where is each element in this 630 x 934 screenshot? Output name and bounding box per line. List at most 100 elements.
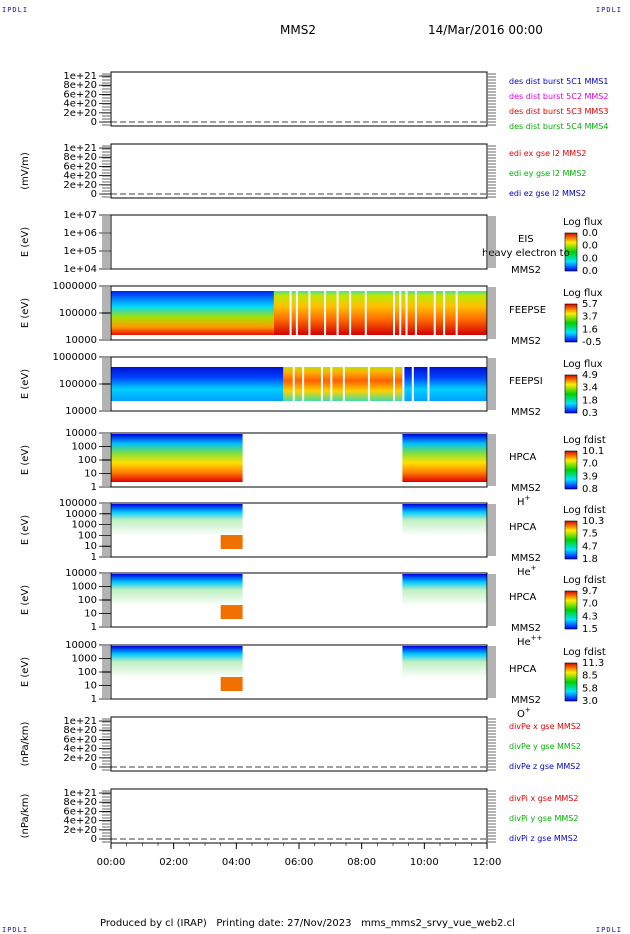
panel-hpca-he-colorbar [564,520,578,560]
spectrogram-block [402,646,487,678]
panel-hpca-he-spectrogram [111,504,487,549]
panel-feepsi: 1000000 100000 10000 E (eV) FEEPSI MMS2 Log fl… [20,352,603,419]
panel-hpca-o-cb-title: Log fdist [563,647,606,658]
panel-divpi-legend-entry: divPi y gse MMS2 [509,814,578,823]
panel-des-dist-legend-entry: des dist burst 5C1 MMS1 [509,77,608,86]
panel-divpe-ytick-label: 6e+20 [63,734,97,745]
panel-edi-ytick-label: 4e+20 [63,171,97,182]
panel-eis-ylabel: E (eV) [20,227,31,257]
panel-hpca-he-cb-tick: 4.7 [582,541,598,552]
data-gap [342,367,345,401]
panel-hpca-h-cb-tick: 0.8 [582,484,598,495]
panel-divpe-ytick-label: 4e+20 [63,744,97,755]
data-gap [302,367,305,401]
panel-hpca-he2-instrument-label: HPCA [509,592,537,603]
panel-hpca-he-cb-tick: 7.5 [582,529,598,540]
data-gap [455,291,458,335]
panel-feepsi-cb-tick: 1.8 [582,395,598,406]
panel-hpca-h-instrument-label: HPCA [509,452,537,463]
panel-hpca-o-ytick-label: 100 [78,667,97,678]
panel-feepsi-cb-tick: 0.3 [582,408,598,419]
time-axis: 00:00 02:00 04:00 06:00 08:00 10:00 12:00 [97,843,501,868]
footer-produced-by: Produced by cl (IRAP) [100,918,207,929]
panel-hpca-o-ytick-label: 1000 [72,654,97,665]
panel-divpi-ylabel: (nPa/km) [20,794,31,839]
panel-hpca-o-instrument-label: HPCA [509,664,537,675]
data-gap [330,367,333,401]
panel-feepsi-spectrogram [111,367,487,401]
data-gap [443,291,446,335]
panel-feepse-spacecraft-label: MMS2 [511,336,541,347]
panel-hpca-h-spacecraft-label: MMS2 [511,483,541,494]
panel-hpca-he-spacecraft-label: MMS2 [511,553,541,564]
x-tick-label: 02:00 [159,857,188,868]
panel-hpca-he-species-label: He+ [517,564,537,578]
x-tick-label: 06:00 [285,857,314,868]
panel-des-dist-legend-entry: des dist burst 5C2 MMS2 [509,92,608,101]
panel-hpca-he2-cb-title: Log fdist [563,575,606,586]
panel-hpca-h-ytick-label: 1 [91,482,97,493]
panel-divpi-ytick-label: 6e+20 [63,806,97,817]
panel-feepsi-instrument-label: FEEPSI [509,376,543,387]
panel-feepse-cb-title: Log flux [563,288,603,299]
panel-hpca-o-ytick-label: 10 [84,681,97,692]
panel-des-dist-ytick-label: 1e+21 [63,71,97,82]
panel-divpi-ytick-label: 0 [91,834,97,845]
panel-edi-ytick-label: 8e+20 [63,152,97,163]
panel-eis-frame [110,214,488,270]
panel-divpi-ytick-label: 2e+20 [63,825,97,836]
panel-des-dist-legend-entry: des dist burst 5C3 MMS3 [509,107,608,116]
panel-hpca-o-cb-tick: 11.3 [582,658,604,669]
panel-feepse: 1000000 100000 10000 E (eV) FEEPSE MMS2 Log fl… [20,281,603,348]
panel-hpca-he2-spectrogram [111,574,487,619]
panel-hpca-o-frame [110,644,488,700]
panel-hpca-he-ylabel: E (eV) [20,515,31,545]
panel-eis-overlay-text: heavy electron to [482,248,570,259]
panel-hpca-he-instrument-label: HPCA [509,522,537,533]
panel-hpca-h-cb-tick: 10.1 [582,446,604,457]
spectrogram-tail [220,677,243,691]
panel-hpca-o-ytick-label: 1 [91,694,97,705]
panel-divpi-ytick-label: 8e+20 [63,797,97,808]
x-tick-label: 00:00 [97,857,126,868]
footer-filename: mms_mms2_srvy_vue_web2.cl [361,918,515,929]
panel-hpca-he2-ytick-label: 10000 [65,568,97,579]
panel-eis-ytick-label: 1e+07 [63,210,97,221]
data-gap [433,291,436,335]
panel-hpca-he-ytick-label: 100 [78,530,97,541]
data-gap [411,367,414,401]
x-tick-label: 08:00 [347,857,376,868]
panel-hpca-he2-cb-tick: 1.5 [582,624,598,635]
data-gap [393,367,395,401]
panel-divpi-ytick-label: 1e+21 [63,788,97,799]
spectrogram-block [402,574,487,606]
panel-hpca-he2-spacecraft-label: MMS2 [511,623,541,634]
panel-hpca-he2-species-label: He++ [517,634,543,648]
panel-hpca-he-frame [110,502,488,558]
panel-hpca-he2-ylabel: E (eV) [20,585,31,615]
panel-eis-cb-tick: 0.0 [582,266,598,277]
spectrogram-tail [220,535,243,549]
panel-divpe-ytick-label: 2e+20 [63,753,97,764]
panel-feepsi-ytick-label: 100000 [59,379,97,390]
spectrogram-band [273,291,487,335]
panel-hpca-he-ytick-label: 1 [91,552,97,563]
data-gap [289,291,292,335]
panel-feepsi-cb-title: Log flux [563,359,603,370]
panel-hpca-h-spectrogram [111,434,487,482]
panel-feepse-ytick-label: 10000 [65,335,97,346]
panel-divpe-ytick-label: 0 [91,762,97,773]
panel-divpe-ytick-label: 1e+21 [63,716,97,727]
panel-feepsi-ytick-label: 1000000 [52,352,97,363]
header-spacecraft: MMS2 [280,23,316,37]
spectrogram-tail [220,605,243,619]
panel-hpca-h-ytick-label: 10000 [65,428,97,439]
panel-hpca-he-ytick-label: 100000 [59,498,97,509]
panel-feepse-cb-tick: 3.7 [582,312,598,323]
panel-des-dist-legend-entry: des dist burst 5C4 MMS4 [509,122,608,131]
panel-feepse-spectrogram [111,291,487,335]
